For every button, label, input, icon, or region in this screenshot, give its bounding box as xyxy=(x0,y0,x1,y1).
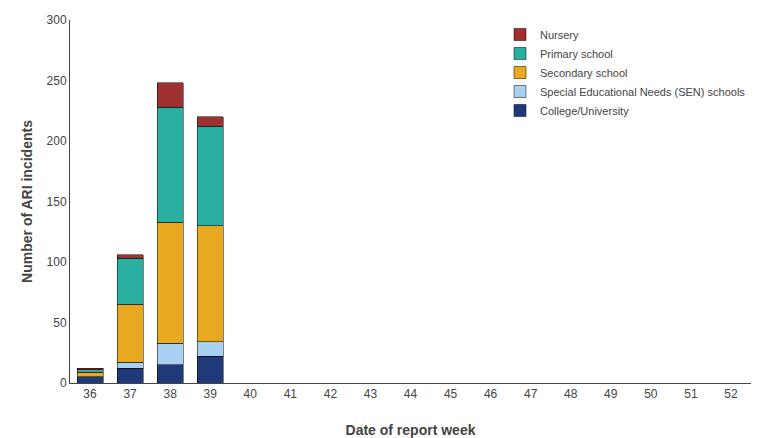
svg-text:46: 46 xyxy=(484,387,498,401)
svg-text:37: 37 xyxy=(123,387,137,401)
svg-text:38: 38 xyxy=(163,387,177,401)
svg-text:40: 40 xyxy=(244,387,258,401)
svg-text:41: 41 xyxy=(284,387,298,401)
svg-text:0: 0 xyxy=(60,376,67,390)
svg-text:50: 50 xyxy=(53,316,67,330)
svg-text:48: 48 xyxy=(564,387,578,401)
svg-text:51: 51 xyxy=(684,387,698,401)
svg-text:45: 45 xyxy=(444,387,458,401)
svg-text:Primary school: Primary school xyxy=(540,48,613,60)
svg-text:Special Educational Needs (SEN: Special Educational Needs (SEN) schools xyxy=(540,86,745,98)
svg-text:200: 200 xyxy=(47,134,67,148)
svg-text:Number of ARI incidents: Number of ARI incidents xyxy=(19,120,35,283)
svg-text:42: 42 xyxy=(324,387,338,401)
svg-text:College/University: College/University xyxy=(540,105,629,117)
svg-text:52: 52 xyxy=(724,387,738,401)
svg-text:300: 300 xyxy=(47,13,67,27)
svg-text:39: 39 xyxy=(204,387,218,401)
svg-text:47: 47 xyxy=(524,387,538,401)
svg-text:43: 43 xyxy=(364,387,378,401)
svg-text:50: 50 xyxy=(644,387,658,401)
svg-text:Date of report week: Date of report week xyxy=(346,422,476,438)
svg-text:Secondary school: Secondary school xyxy=(540,67,627,79)
svg-text:36: 36 xyxy=(83,387,97,401)
svg-text:100: 100 xyxy=(47,255,67,269)
svg-text:150: 150 xyxy=(47,195,67,209)
svg-text:250: 250 xyxy=(47,74,67,88)
svg-text:49: 49 xyxy=(604,387,618,401)
svg-text:44: 44 xyxy=(404,387,418,401)
svg-text:Nursery: Nursery xyxy=(540,29,579,41)
